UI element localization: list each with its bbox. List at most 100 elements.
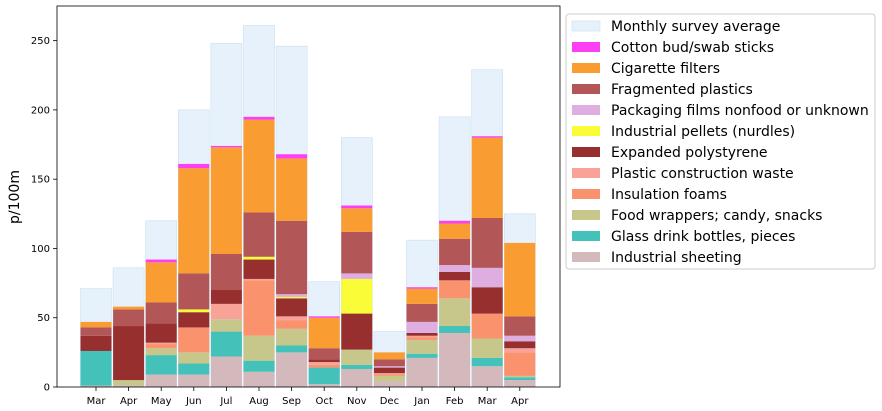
bar-segment bbox=[504, 375, 536, 378]
bar-segment bbox=[373, 359, 405, 367]
bar-segment bbox=[276, 298, 308, 317]
bar-segment bbox=[373, 366, 405, 368]
bar-segment bbox=[145, 355, 177, 375]
bar-segment bbox=[471, 137, 503, 218]
bar-segment bbox=[406, 321, 438, 333]
bar-segment bbox=[145, 262, 177, 303]
bar-segment bbox=[178, 312, 210, 328]
x-tick-label: Oct bbox=[316, 396, 333, 407]
bar-segment bbox=[276, 220, 308, 295]
bar-segment bbox=[145, 259, 177, 263]
legend-swatch bbox=[571, 20, 601, 32]
bar-segment bbox=[406, 335, 438, 338]
y-tick-label: 250 bbox=[31, 36, 50, 47]
bar-segment bbox=[178, 363, 210, 375]
y-tick-label: 0 bbox=[44, 383, 50, 394]
bar-segment bbox=[276, 352, 308, 387]
legend-label: Industrial pellets (nurdles) bbox=[611, 124, 795, 140]
bar-segment bbox=[178, 163, 210, 169]
x-tick-label: Dec bbox=[380, 396, 399, 407]
bar-segment bbox=[113, 326, 145, 381]
bar-segment bbox=[439, 332, 471, 387]
legend-label: Fragmented plastics bbox=[611, 82, 753, 98]
bar-segment bbox=[178, 309, 210, 313]
bar-segment bbox=[504, 242, 536, 317]
bar-segment bbox=[276, 158, 308, 221]
bar-segment bbox=[439, 265, 471, 273]
bar-segment bbox=[308, 348, 340, 360]
bar-segment bbox=[243, 259, 275, 279]
legend-swatch bbox=[572, 231, 600, 241]
bar-segment bbox=[471, 338, 503, 358]
bar-segment bbox=[341, 349, 373, 365]
bar-segment bbox=[210, 253, 242, 291]
bar-segment bbox=[373, 375, 405, 382]
bar-segment bbox=[341, 205, 373, 209]
bar-segment bbox=[406, 287, 438, 289]
x-tick-label: Feb bbox=[446, 396, 464, 407]
legend-swatch bbox=[572, 189, 600, 199]
bar-segment bbox=[341, 368, 373, 387]
bar-segment bbox=[504, 352, 536, 376]
bar-segment bbox=[113, 385, 145, 387]
bar-segment bbox=[145, 344, 177, 349]
legend-label: Glass drink bottles, pieces bbox=[611, 229, 795, 245]
bar-segment bbox=[373, 373, 405, 375]
y-tick-label: 100 bbox=[31, 244, 50, 255]
x-tick-label: Apr bbox=[120, 396, 138, 407]
bar-segment bbox=[439, 223, 471, 239]
bar-segment bbox=[210, 290, 242, 304]
bar-segment bbox=[145, 302, 177, 324]
legend-label: Expanded polystyrene bbox=[611, 145, 768, 161]
bar-segment bbox=[210, 147, 242, 254]
bar-segment bbox=[373, 381, 405, 387]
bar-segment bbox=[406, 303, 438, 322]
legend-label: Cigarette filters bbox=[611, 61, 720, 77]
bar-segment bbox=[113, 309, 145, 327]
y-axis-label: p/100m bbox=[7, 170, 23, 224]
legend-swatch bbox=[572, 168, 600, 178]
bar-segment bbox=[406, 353, 438, 358]
bar-segment bbox=[341, 364, 373, 369]
bar-segment bbox=[210, 331, 242, 357]
bar-segment bbox=[504, 377, 536, 381]
bar-segment bbox=[406, 357, 438, 387]
bar-segment bbox=[178, 352, 210, 364]
bar-segment bbox=[308, 317, 340, 349]
legend-swatch bbox=[572, 63, 600, 73]
x-tick-label: Mar bbox=[478, 396, 498, 407]
legend-swatch bbox=[572, 84, 600, 94]
y-axis: 0 50 100 150 200 250 bbox=[31, 36, 57, 394]
legend-label: Monthly survey average bbox=[611, 19, 780, 35]
bar-segment bbox=[341, 231, 373, 274]
bar-segment bbox=[504, 335, 536, 342]
legend-swatch bbox=[572, 42, 600, 52]
bar-segment bbox=[308, 364, 340, 368]
bar-segment bbox=[276, 294, 308, 297]
bar-segment bbox=[308, 359, 340, 363]
bar-segment bbox=[178, 273, 210, 310]
bar-segment bbox=[471, 357, 503, 367]
x-tick-label: Jul bbox=[219, 396, 232, 407]
x-tick-label: Apr bbox=[511, 396, 529, 407]
legend-swatch bbox=[572, 126, 600, 136]
x-axis: Mar Apr May Jun Jul Aug Sep Oct Nov Dec Jan Feb Mar A… bbox=[87, 387, 529, 407]
legend-label: Packaging films nonfood or unknown bbox=[611, 103, 869, 119]
bar-segment bbox=[243, 116, 275, 120]
bar-segment bbox=[145, 323, 177, 343]
bar-segment bbox=[439, 220, 471, 224]
x-tick-label: Mar bbox=[87, 396, 107, 407]
bar-segment bbox=[243, 371, 275, 387]
x-tick-label: Aug bbox=[249, 396, 269, 407]
bar-segment bbox=[178, 327, 210, 353]
legend-swatch bbox=[572, 252, 600, 262]
bar-segment bbox=[471, 267, 503, 288]
bar-segment bbox=[341, 278, 373, 314]
bar-segment bbox=[243, 280, 275, 336]
bar-segment bbox=[471, 366, 503, 387]
bar-segment bbox=[243, 256, 275, 260]
bar-segment bbox=[504, 316, 536, 336]
bar-segment bbox=[80, 321, 112, 328]
bar-segment bbox=[145, 374, 177, 387]
